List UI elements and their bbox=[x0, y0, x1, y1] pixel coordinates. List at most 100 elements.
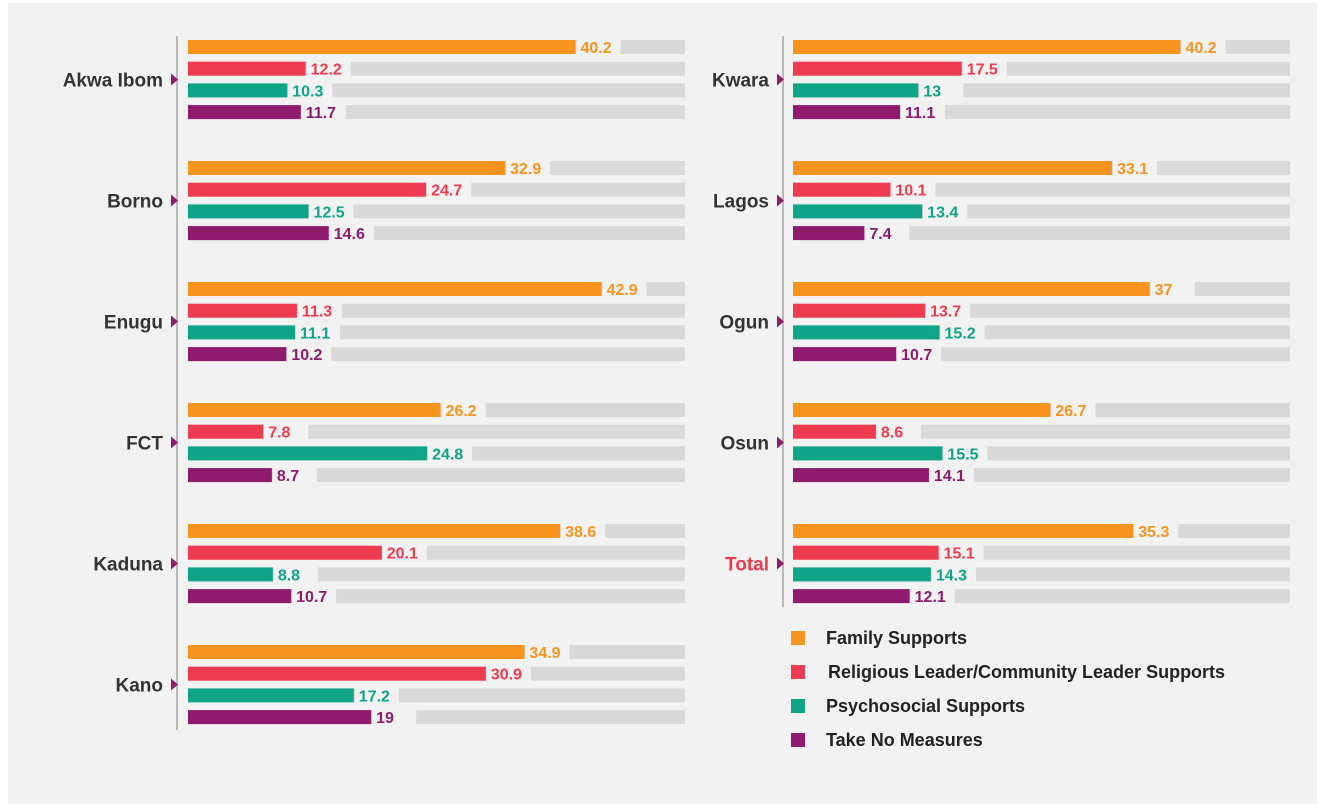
bar-take-no-measures bbox=[188, 589, 292, 604]
bar-psychosocial-supports bbox=[188, 567, 273, 582]
value-label-box bbox=[288, 82, 333, 99]
bar-psychosocial-supports bbox=[793, 446, 943, 461]
value-label-box bbox=[301, 104, 346, 121]
category-label: Kwara bbox=[712, 71, 769, 92]
bar-family-supports bbox=[793, 40, 1181, 54]
value-label-box bbox=[264, 423, 309, 440]
category-marker-icon bbox=[777, 194, 784, 207]
value-label-box bbox=[1134, 523, 1179, 539]
bar-religious-leader-community-leader-supports bbox=[793, 182, 891, 197]
bar-religious-leader-community-leader-supports bbox=[188, 666, 486, 681]
category-marker-icon bbox=[777, 315, 784, 328]
value-label-box bbox=[876, 423, 921, 440]
value-label: 10.7 bbox=[901, 347, 932, 364]
value-label: 7.8 bbox=[268, 425, 290, 442]
value-label-box bbox=[306, 60, 351, 77]
value-label-box bbox=[929, 467, 974, 484]
category-label: FCT bbox=[126, 434, 163, 455]
bar-psychosocial-supports bbox=[188, 83, 288, 98]
value-label-box bbox=[287, 346, 332, 363]
category-label: Kaduna bbox=[93, 555, 163, 576]
bar-chart: Akwa Ibom 40.2 12.2 10.3 11.7 Borno 32.9 24.7 12… bbox=[63, 36, 1290, 750]
category-label: Lagos bbox=[713, 192, 769, 213]
value-label: 10.2 bbox=[291, 347, 322, 364]
legend-swatch bbox=[791, 733, 805, 747]
value-label-box bbox=[919, 82, 964, 99]
category-label: Enugu bbox=[104, 313, 163, 334]
value-label-box bbox=[506, 160, 551, 176]
bar-take-no-measures bbox=[188, 105, 301, 120]
value-label: 17.2 bbox=[359, 688, 390, 705]
value-label: 8.6 bbox=[881, 425, 903, 442]
value-label-box bbox=[923, 203, 968, 220]
value-label: 42.9 bbox=[607, 282, 638, 299]
value-label-box bbox=[382, 544, 427, 561]
value-label-box bbox=[441, 402, 486, 418]
value-label: 11.7 bbox=[306, 105, 336, 122]
legend-label: Psychosocial Supports bbox=[826, 696, 1025, 716]
value-label: 24.7 bbox=[431, 183, 462, 200]
bar-psychosocial-supports bbox=[188, 446, 428, 461]
bar-take-no-measures bbox=[188, 347, 287, 362]
legend-swatch bbox=[791, 665, 805, 679]
value-label-box bbox=[525, 644, 570, 660]
value-label: 30.9 bbox=[491, 667, 522, 684]
bar-family-supports bbox=[188, 40, 576, 54]
value-label: 8.8 bbox=[278, 567, 300, 584]
bar-track bbox=[188, 424, 685, 439]
value-label-box bbox=[427, 181, 472, 198]
value-label: 12.5 bbox=[314, 204, 345, 221]
value-label-box bbox=[602, 281, 647, 297]
value-label-box bbox=[576, 39, 621, 55]
value-label-box bbox=[940, 324, 985, 341]
value-label: 8.7 bbox=[277, 468, 299, 485]
value-label-box bbox=[486, 665, 531, 682]
value-label-box bbox=[939, 544, 984, 561]
value-label-box bbox=[309, 203, 354, 220]
value-label: 12.2 bbox=[311, 62, 342, 79]
value-label: 11.3 bbox=[302, 304, 332, 321]
value-label-box bbox=[329, 225, 374, 242]
bar-psychosocial-supports bbox=[793, 83, 919, 98]
value-label-box bbox=[910, 588, 955, 605]
bar-track bbox=[793, 226, 1290, 241]
category-label: Ogun bbox=[719, 313, 769, 334]
bar-family-supports bbox=[188, 645, 525, 659]
value-label: 11.1 bbox=[300, 325, 330, 342]
bar-family-supports bbox=[188, 161, 506, 175]
bar-psychosocial-supports bbox=[188, 688, 354, 703]
bar-religious-leader-community-leader-supports bbox=[793, 545, 939, 560]
bar-take-no-measures bbox=[188, 226, 329, 241]
value-label-box bbox=[926, 302, 971, 319]
legend-swatch bbox=[791, 631, 805, 645]
value-label: 13.4 bbox=[927, 204, 958, 221]
bar-take-no-measures bbox=[188, 710, 372, 725]
bar-psychosocial-supports bbox=[793, 325, 940, 340]
legend-label: Religious Leader/Community Leader Suppor… bbox=[828, 662, 1225, 682]
value-label: 13 bbox=[923, 83, 941, 100]
category-label: Kano bbox=[116, 676, 164, 697]
value-label: 34.9 bbox=[529, 645, 560, 662]
value-label-box bbox=[931, 566, 976, 583]
value-label: 35.3 bbox=[1138, 524, 1169, 541]
value-label-box bbox=[943, 445, 988, 462]
bar-family-supports bbox=[793, 524, 1134, 538]
bar-psychosocial-supports bbox=[793, 204, 923, 219]
value-label: 14.3 bbox=[936, 567, 967, 584]
value-label-box bbox=[1181, 39, 1226, 55]
value-label-box bbox=[1150, 281, 1195, 297]
value-label-box bbox=[865, 225, 910, 242]
bar-religious-leader-community-leader-supports bbox=[793, 61, 962, 76]
category-marker-icon bbox=[171, 557, 178, 570]
value-label-box bbox=[273, 566, 318, 583]
value-label-box bbox=[292, 588, 337, 605]
bar-take-no-measures bbox=[793, 468, 929, 483]
category-label: Osun bbox=[720, 434, 769, 455]
bar-family-supports bbox=[793, 161, 1113, 175]
value-label: 26.2 bbox=[446, 403, 477, 420]
bar-religious-leader-community-leader-supports bbox=[793, 303, 926, 318]
value-label: 14.1 bbox=[934, 468, 965, 485]
category-marker-icon bbox=[171, 194, 178, 207]
bar-family-supports bbox=[793, 282, 1150, 296]
category-label: Borno bbox=[107, 192, 163, 213]
